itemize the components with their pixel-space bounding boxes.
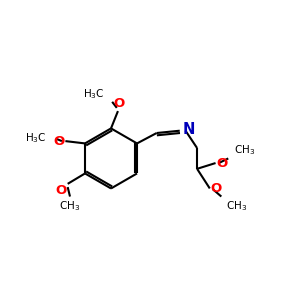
Text: H$_3$C: H$_3$C xyxy=(82,87,104,101)
Text: N: N xyxy=(183,122,195,137)
Text: O: O xyxy=(56,184,67,197)
Text: H$_3$C: H$_3$C xyxy=(25,131,47,145)
Text: O: O xyxy=(113,98,124,110)
Text: O: O xyxy=(211,182,222,195)
Text: CH$_3$: CH$_3$ xyxy=(59,199,81,213)
Text: CH$_3$: CH$_3$ xyxy=(226,199,247,213)
Text: O: O xyxy=(53,135,64,148)
Text: CH$_3$: CH$_3$ xyxy=(234,143,255,157)
Text: O: O xyxy=(217,157,228,169)
